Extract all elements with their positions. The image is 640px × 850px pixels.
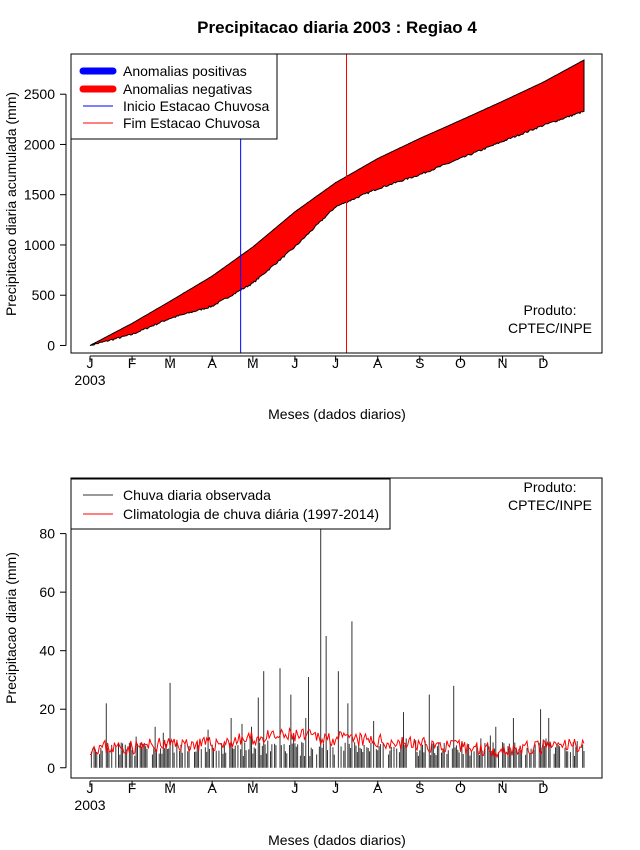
- top-y-tick-label: 1500: [24, 187, 55, 203]
- chart-title: Precipitacao diaria 2003 : Regiao 4: [197, 18, 477, 37]
- climatology-line: [89, 727, 585, 759]
- bottom-y-axis-label: Precipitacao diaria (mm): [3, 552, 19, 704]
- top-x-tick-label: A: [207, 355, 217, 371]
- top-x-tick-label: A: [373, 355, 383, 371]
- top-x-axis-label: Meses (dados diarios): [268, 406, 406, 422]
- top-y-tick-label: 2000: [24, 136, 55, 152]
- legend-label-chuva-observada: Chuva diaria observada: [123, 487, 271, 503]
- top-legend: Anomalias positivas Anomalias negativas …: [70, 53, 278, 140]
- top-credit-line-2: CPTEC/INPE: [508, 320, 592, 336]
- top-year-label: 2003: [74, 372, 105, 388]
- top-y-tick-label: 2500: [24, 86, 55, 102]
- top-x-tick-label: F: [128, 355, 137, 371]
- top-x-tick-label: O: [455, 355, 466, 371]
- top-y-axis-label: Precipitacao diaria acumulada (mm): [3, 92, 19, 316]
- bottom-legend: Chuva diaria observada Climatologia de c…: [70, 478, 391, 530]
- climatology-series-line: [89, 727, 585, 759]
- bottom-x-tick-label: O: [455, 780, 466, 796]
- bottom-y-tick-label: 0: [47, 760, 55, 776]
- top-x-tick-label: J: [291, 355, 298, 371]
- top-x-tick-label: M: [164, 355, 176, 371]
- bottom-x-tick-label: J: [87, 780, 94, 796]
- legend-label-anomalias-negativas: Anomalias negativas: [123, 81, 252, 97]
- top-x-tick-label: D: [538, 355, 548, 371]
- bottom-y-tick-label: 40: [39, 643, 55, 659]
- bottom-x-axis-label: Meses (dados diarios): [268, 832, 406, 848]
- top-x-tick-label: J: [332, 355, 339, 371]
- top-y-tick-label: 0: [47, 337, 55, 353]
- legend-label-climatologia: Climatologia de chuva diária (1997-2014): [123, 506, 379, 522]
- bottom-x-tick-label: J: [291, 780, 298, 796]
- legend-label-fim-estacao: Fim Estacao Chuvosa: [123, 115, 260, 131]
- bottom-x-tick-label: A: [373, 780, 383, 796]
- accumulated-area: [89, 59, 585, 346]
- top-x-tick-label: M: [247, 355, 259, 371]
- top-x-tick-label: J: [87, 355, 94, 371]
- bottom-credit-line-1: Produto:: [524, 479, 577, 495]
- top-x-tick-label: N: [498, 355, 508, 371]
- legend-label-anomalias-positivas: Anomalias positivas: [123, 63, 247, 79]
- top-chart: 0 500 1000 1500 2000 2500 J F M A M J J A S O N D 2003 M…: [3, 53, 603, 422]
- bottom-y-tick-label: 60: [39, 584, 55, 600]
- top-y-axis: 0 500 1000 1500 2000 2500: [24, 86, 67, 353]
- bottom-legend-box: [70, 478, 391, 530]
- bottom-x-tick-label: A: [207, 780, 217, 796]
- anomaly-area: [89, 59, 585, 346]
- bottom-x-tick-label: N: [498, 780, 508, 796]
- bottom-year-label: 2003: [74, 797, 105, 813]
- top-y-tick-label: 500: [32, 287, 56, 303]
- daily-rain-bars: [90, 527, 585, 768]
- bottom-credit-line-2: CPTEC/INPE: [508, 497, 592, 513]
- bottom-x-tick-label: S: [415, 780, 424, 796]
- bottom-x-tick-label: F: [128, 780, 137, 796]
- top-x-tick-label: S: [415, 355, 424, 371]
- bottom-y-tick-label: 80: [39, 526, 55, 542]
- bottom-chart: 0 20 40 60 80 J F M A M J J A S O N D 2003 Meses (dados…: [3, 477, 603, 848]
- top-y-tick-label: 1000: [24, 237, 55, 253]
- bottom-x-tick-label: M: [164, 780, 176, 796]
- top-plot-frame: [70, 53, 603, 354]
- bottom-y-tick-label: 20: [39, 701, 55, 717]
- top-credit-line-1: Produto:: [524, 302, 577, 318]
- legend-label-inicio-estacao: Inicio Estacao Chuvosa: [123, 98, 270, 114]
- bottom-x-tick-label: M: [247, 780, 259, 796]
- bottom-plot-frame: [70, 477, 603, 779]
- bottom-y-axis: 0 20 40 60 80: [39, 526, 67, 776]
- bottom-x-tick-label: J: [332, 780, 339, 796]
- bottom-x-tick-label: D: [538, 780, 548, 796]
